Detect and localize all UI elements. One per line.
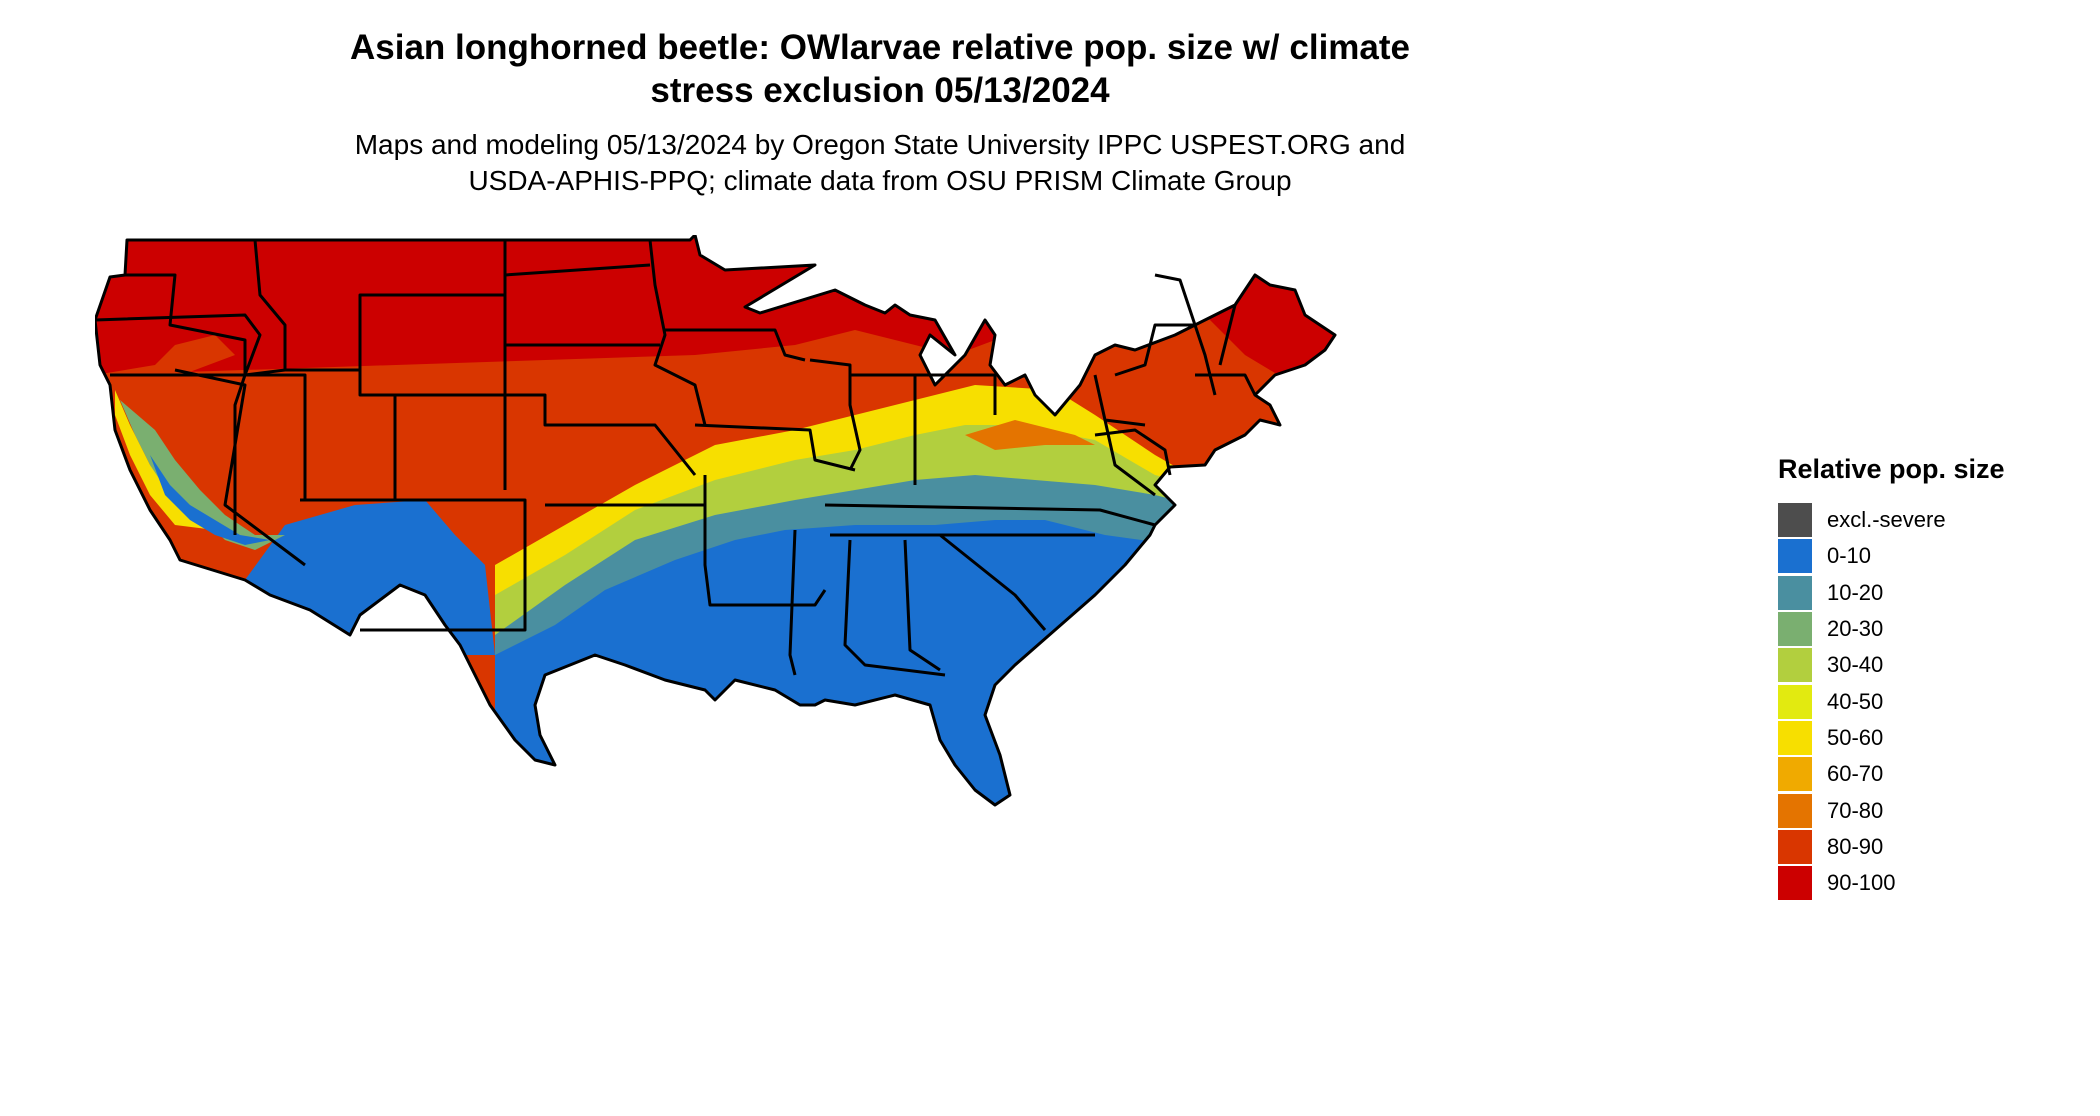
legend-swatch <box>1778 503 1812 538</box>
legend-item: excl.-severe <box>1778 502 2078 538</box>
legend-label: 90-100 <box>1827 870 1896 896</box>
legend-swatch <box>1778 866 1812 901</box>
legend-item: 70-80 <box>1778 792 2078 828</box>
legend-item: 60-70 <box>1778 756 2078 792</box>
legend-item: 10-20 <box>1778 575 2078 611</box>
legend-swatch <box>1778 793 1812 828</box>
legend-swatch <box>1778 829 1812 864</box>
legend-label: 30-40 <box>1827 652 1884 678</box>
legend-label: 70-80 <box>1827 797 1884 823</box>
legend-item: 80-90 <box>1778 829 2078 865</box>
map-title-line2: stress exclusion 05/13/2024 <box>650 71 1110 110</box>
legend-label: 10-20 <box>1827 579 1884 605</box>
legend-label: excl.-severe <box>1827 507 1946 533</box>
us-population-map <box>95 235 1337 807</box>
legend-label: 20-30 <box>1827 616 1884 642</box>
legend-label: 80-90 <box>1827 833 1884 859</box>
map-subtitle-line1: Maps and modeling 05/13/2024 by Oregon S… <box>354 129 1406 160</box>
legend-item: 50-60 <box>1778 720 2078 756</box>
legend-label: 50-60 <box>1827 724 1884 750</box>
legend-item: 40-50 <box>1778 683 2078 719</box>
legend-swatch <box>1778 539 1812 574</box>
legend-swatch <box>1778 684 1812 719</box>
legend-item: 0-10 <box>1778 538 2078 574</box>
legend-items: excl.-severe 0-10 10-20 20-30 30-40 40-50 50-6… <box>1778 502 2078 901</box>
population-fill-layer <box>95 235 1335 805</box>
map-subtitle-line2: USDA-APHIS-PPQ; climate data from OSU PR… <box>468 165 1292 196</box>
legend: Relative pop. size excl.-severe 0-10 10-20… <box>1778 452 2078 901</box>
legend-swatch <box>1778 575 1812 610</box>
legend-swatch <box>1778 648 1812 683</box>
map-title-line1: Asian longhorned beetle: OWlarvae relati… <box>349 28 1410 67</box>
legend-label: 40-50 <box>1827 688 1884 714</box>
legend-item: 90-100 <box>1778 865 2078 901</box>
legend-title: Relative pop. size <box>1778 454 2005 484</box>
legend-swatch <box>1778 612 1812 647</box>
legend-item: 20-30 <box>1778 611 2078 647</box>
legend-swatch <box>1778 720 1812 755</box>
legend-swatch <box>1778 757 1812 792</box>
legend-label: 60-70 <box>1827 761 1884 787</box>
legend-label: 0-10 <box>1827 543 1872 569</box>
legend-item: 30-40 <box>1778 647 2078 683</box>
state-boundaries <box>95 235 1337 807</box>
